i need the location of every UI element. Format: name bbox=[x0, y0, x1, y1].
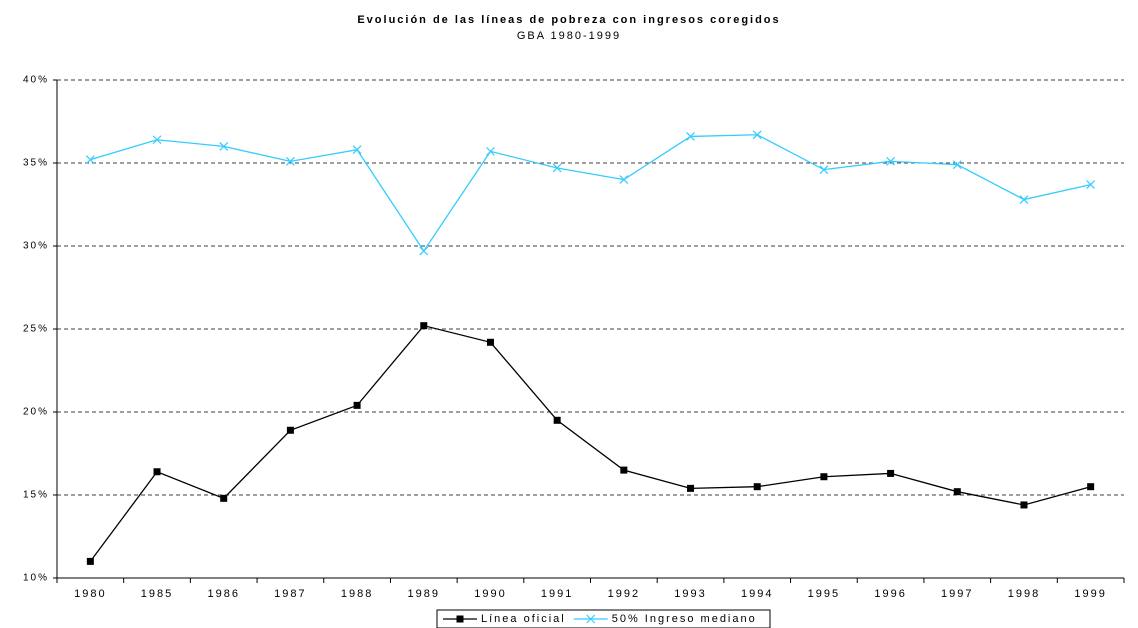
marker bbox=[486, 146, 495, 156]
marker bbox=[219, 141, 229, 151]
x-tick-label: 1997 bbox=[941, 588, 973, 600]
marker bbox=[420, 322, 428, 330]
marker bbox=[687, 484, 695, 492]
x-tick-label: 1986 bbox=[207, 588, 239, 600]
y-tick-label: 35% bbox=[23, 158, 49, 169]
chart-title: Evolución de las líneas de pobreza con i… bbox=[357, 14, 780, 26]
marker bbox=[1087, 483, 1095, 491]
marker bbox=[286, 426, 294, 434]
x-tick-label: 1994 bbox=[741, 588, 773, 600]
marker bbox=[553, 416, 561, 424]
marker bbox=[353, 401, 361, 409]
marker bbox=[220, 494, 228, 502]
marker bbox=[86, 557, 94, 565]
x-tick-label: 1991 bbox=[541, 588, 573, 600]
marker bbox=[886, 156, 896, 166]
x-tick-label: 1988 bbox=[341, 588, 373, 600]
marker bbox=[352, 145, 362, 155]
marker bbox=[620, 466, 628, 474]
y-tick-label: 15% bbox=[23, 490, 49, 501]
x-tick-label: 1999 bbox=[1074, 588, 1106, 600]
series-line bbox=[89, 324, 1091, 562]
marker bbox=[819, 165, 829, 175]
x-tick-label: 1998 bbox=[1008, 588, 1040, 600]
x-tick-label: 1992 bbox=[608, 588, 640, 600]
x-tick-label: 1993 bbox=[674, 588, 706, 600]
marker bbox=[686, 132, 695, 141]
legend-label: Línea oficial bbox=[481, 613, 566, 625]
x-tick-label: 1985 bbox=[141, 588, 173, 600]
y-tick-label: 10% bbox=[23, 573, 49, 584]
marker bbox=[456, 615, 464, 623]
y-tick-label: 30% bbox=[23, 241, 49, 252]
marker bbox=[285, 156, 295, 166]
marker bbox=[820, 473, 828, 481]
x-tick-label: 1989 bbox=[408, 588, 440, 600]
marker bbox=[486, 338, 494, 346]
x-tick-label: 1996 bbox=[874, 588, 906, 600]
marker bbox=[887, 469, 895, 477]
marker bbox=[552, 163, 562, 173]
y-tick-label: 25% bbox=[23, 324, 49, 335]
marker bbox=[753, 483, 761, 491]
marker bbox=[152, 135, 162, 145]
y-tick-label: 40% bbox=[23, 75, 49, 86]
marker bbox=[1019, 195, 1029, 204]
marker bbox=[952, 160, 962, 170]
marker bbox=[586, 614, 596, 624]
x-tick-label: 1990 bbox=[474, 588, 506, 600]
legend-label: 50% Ingreso mediano bbox=[612, 613, 757, 625]
marker bbox=[953, 488, 961, 496]
y-tick-label: 20% bbox=[23, 407, 49, 418]
marker bbox=[419, 246, 429, 256]
x-tick-label: 1980 bbox=[74, 588, 106, 600]
x-tick-label: 1987 bbox=[274, 588, 306, 600]
x-tick-label: 1995 bbox=[808, 588, 840, 600]
chart-subtitle: GBA 1980-1999 bbox=[517, 30, 621, 42]
marker bbox=[619, 175, 629, 185]
series-line bbox=[90, 134, 1091, 253]
marker bbox=[153, 468, 161, 476]
marker bbox=[1086, 180, 1096, 190]
marker bbox=[1020, 501, 1028, 509]
marker bbox=[85, 155, 95, 165]
marker bbox=[752, 130, 762, 140]
